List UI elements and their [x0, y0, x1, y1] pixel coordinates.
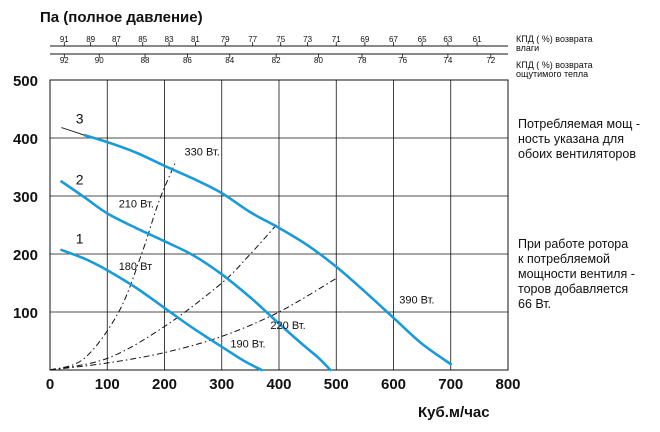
power-annotation: 210 Вт.: [119, 199, 154, 211]
x-tick-label: 400: [266, 376, 291, 393]
power-curves: [49, 161, 337, 371]
efficiency-scale-value: 69: [360, 35, 369, 44]
x-tick-label: 800: [495, 376, 520, 393]
efficiency-scale-value: 76: [398, 56, 407, 65]
note-rotor-power: При работе ротора к потребляемой мощности …: [518, 237, 658, 312]
efficiency-scale-value: 65: [418, 35, 427, 44]
note-power-consumption: Потребляемая мощ - ность указана для обоих…: [518, 117, 658, 162]
efficiency-scale-value: 81: [191, 35, 200, 44]
efficiency-scale-value: 91: [60, 35, 69, 44]
efficiency-scale-value: 80: [314, 56, 323, 65]
efficiency-scale-value: 86: [183, 56, 192, 65]
power-line: [49, 161, 177, 371]
efficiency-scale-value: 77: [248, 35, 257, 44]
efficiency-scale-value: 92: [60, 56, 69, 65]
note-line: торов добавляется: [518, 282, 629, 296]
y-axis-title: Па (полное давление): [40, 9, 203, 26]
x-tick-label: 200: [152, 376, 177, 393]
power-line: [49, 221, 280, 371]
curve-number-label: 3: [76, 111, 84, 127]
curve-number-label: 1: [76, 231, 84, 247]
x-tick-label: 700: [438, 376, 463, 393]
efficiency-scale-label: КПД ( %) возврата: [516, 34, 593, 44]
x-tick-label: 500: [324, 376, 349, 393]
note-line: 66 Вт.: [518, 297, 552, 311]
efficiency-scale-value: 79: [221, 35, 230, 44]
note-line: Потребляемая мощ -: [518, 117, 641, 131]
top-efficiency-scales: 91 89 87 85 83 81 79 77 75 73 71 69 67 65 63 61 КПД ( %)…: [50, 34, 593, 79]
power-annotation: 330 Вт.: [185, 146, 220, 158]
note-line: ность указана для: [518, 132, 624, 146]
efficiency-scale-value: 61: [473, 35, 482, 44]
y-tick-label: 400: [13, 131, 38, 148]
power-line: [49, 277, 337, 371]
power-annotation: 180 Вт: [119, 261, 152, 273]
curve-3-start: [61, 127, 85, 136]
efficiency-scale-label: ощутимого тепла: [516, 69, 588, 79]
efficiency-scale-value: 87: [112, 35, 121, 44]
efficiency-scale-label: КПД ( %) возврата: [516, 60, 593, 70]
power-annotations: 330 Вт. 210 Вт. 180 Вт 390 Вт. 220 Вт. 190 Вт…: [119, 146, 435, 350]
x-tick-label: 0: [46, 376, 54, 393]
y-tick-label: 500: [13, 73, 38, 90]
curve-3: [83, 133, 453, 366]
note-line: мощности вентиля -: [518, 267, 635, 281]
curve-number-label: 2: [76, 171, 84, 187]
power-annotation: 390 Вт.: [399, 294, 434, 306]
curve-2: [60, 180, 332, 372]
y-tick-label: 100: [13, 305, 38, 322]
efficiency-scale-value: 72: [486, 56, 495, 65]
axis-tick-labels: 0 100 200 300 400 500 600 700 800 100 200 300 400 500: [13, 73, 521, 393]
power-annotation: 220 Вт.: [270, 320, 305, 332]
note-line: обоих вентиляторов: [518, 147, 636, 161]
x-tick-label: 300: [209, 376, 234, 393]
efficiency-scale-value: 88: [141, 56, 150, 65]
efficiency-scale-value: 84: [225, 56, 234, 65]
note-line: к потребляемой: [518, 252, 611, 266]
note-line: При работе ротора: [518, 237, 629, 251]
chart-grid: [49, 79, 509, 371]
x-axis-title: Куб.м/час: [418, 404, 490, 421]
efficiency-scale-value: 82: [272, 56, 281, 65]
x-tick-label: 100: [95, 376, 120, 393]
efficiency-scale-value: 78: [358, 56, 367, 65]
power-annotation: 190 Вт.: [230, 338, 265, 350]
curve-1: [60, 248, 264, 372]
efficiency-scale-value: 71: [332, 35, 341, 44]
efficiency-scale-value: 75: [276, 35, 285, 44]
efficiency-scale-label: влаги: [516, 43, 539, 53]
efficiency-scale-value: 63: [443, 35, 452, 44]
y-tick-label: 200: [13, 247, 38, 264]
efficiency-scale-value: 67: [389, 35, 398, 44]
efficiency-scale-value: 90: [95, 56, 104, 65]
efficiency-scale-value: 73: [303, 35, 312, 44]
efficiency-scale-value: 83: [165, 35, 174, 44]
y-tick-label: 300: [13, 189, 38, 206]
efficiency-scale-value: 89: [86, 35, 95, 44]
efficiency-scale-value: 74: [443, 56, 452, 65]
efficiency-scale-value: 85: [138, 35, 147, 44]
x-tick-label: 600: [381, 376, 406, 393]
pressure-curves: 3 2 1: [60, 111, 453, 372]
